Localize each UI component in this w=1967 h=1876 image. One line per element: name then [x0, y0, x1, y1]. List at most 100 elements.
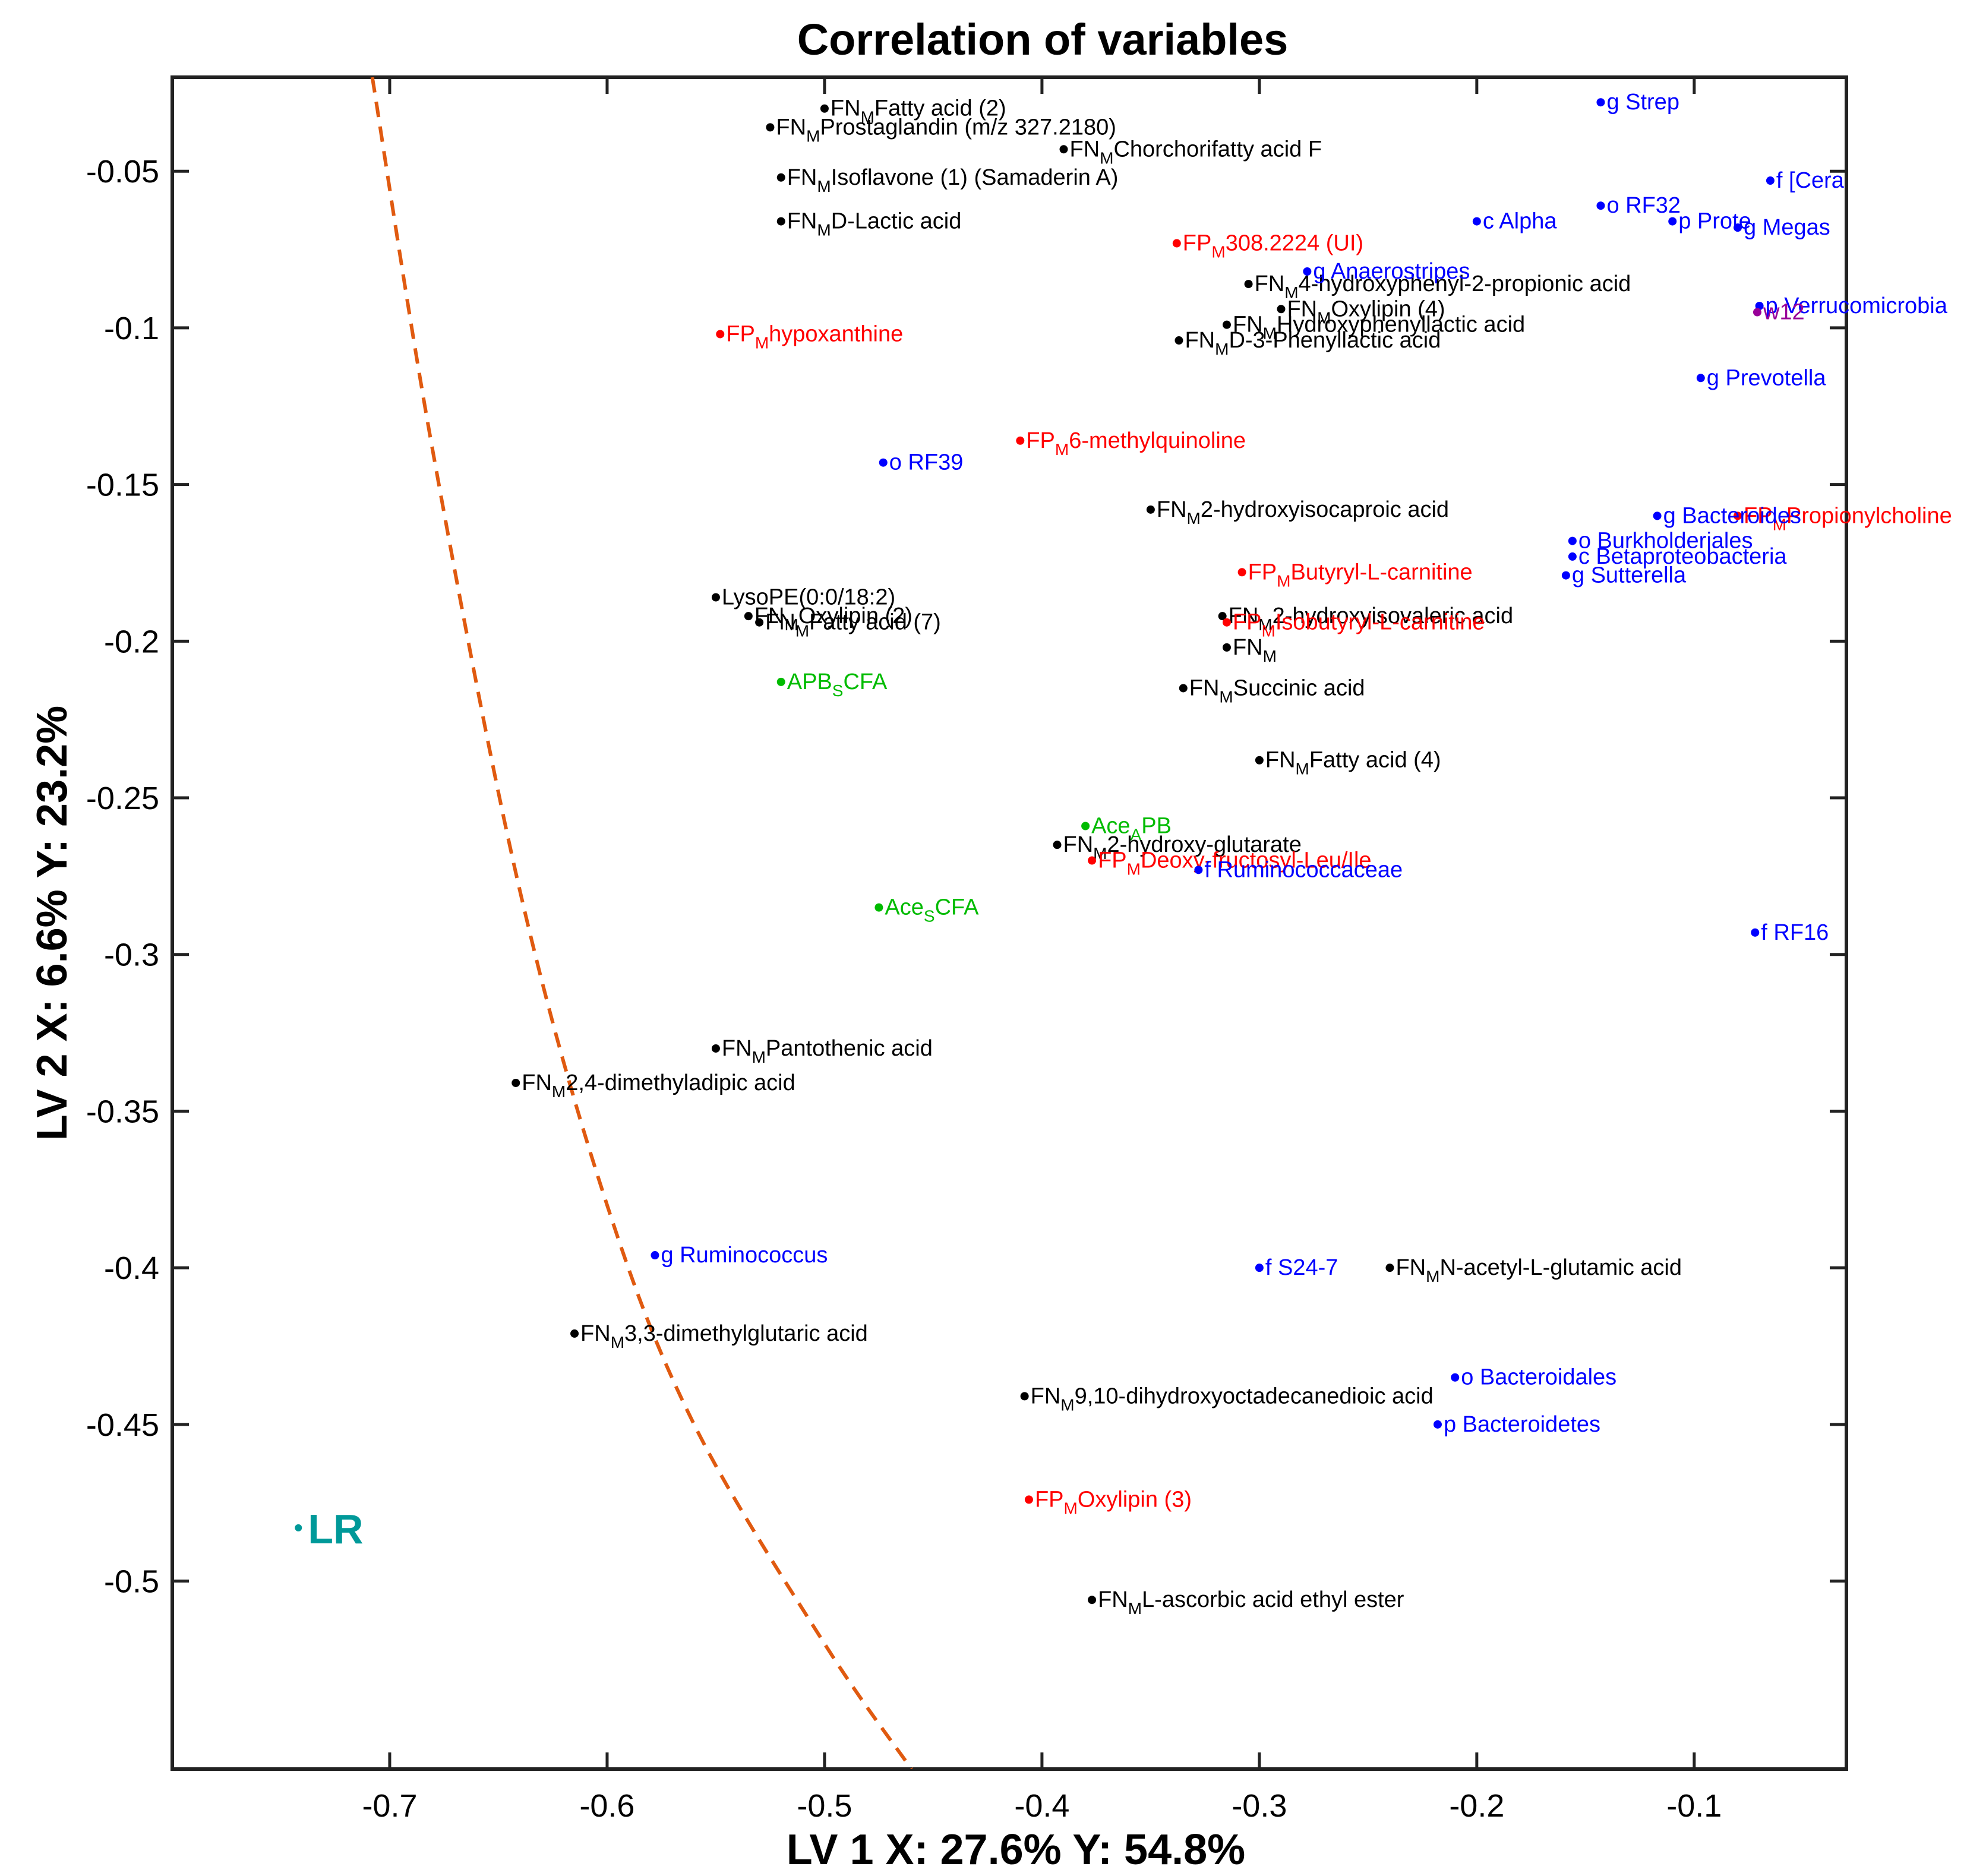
data-point: FNMD-Lactic acid — [776, 209, 961, 239]
y-tick-label: -0.5 — [104, 1564, 159, 1600]
point-marker — [711, 593, 720, 602]
point-label: FNM2-hydroxyisovaleric acid — [1229, 604, 1513, 634]
data-point: AceSCFA — [874, 895, 979, 926]
point-label: FNMFatty acid (7) — [765, 610, 941, 640]
point-label: FPMPropionylcholine — [1744, 503, 1952, 533]
point-marker — [1696, 374, 1705, 383]
data-point: o Bacteroidales — [1451, 1365, 1616, 1390]
point-label: FPMOxylipin (3) — [1035, 1487, 1192, 1517]
data-point: FNMFatty acid (2) — [820, 96, 1006, 127]
point-label: LysoPE(0:0/18:2) — [722, 585, 895, 609]
data-point: FPMPropionylcholine — [1734, 503, 1952, 533]
data-point: FNMOxylipin (4) — [1277, 296, 1445, 327]
point-label: f Ruminococcaceae — [1204, 857, 1403, 882]
point-marker — [716, 330, 725, 339]
data-point: g Sutterella — [1561, 563, 1687, 588]
data-point: p Bacteroidetes — [1433, 1412, 1600, 1437]
data-point: FPMButyryl-L-carnitine — [1237, 560, 1473, 590]
point-marker — [1088, 1596, 1097, 1605]
point-label: o Bacteroidales — [1461, 1365, 1616, 1390]
data-point: o RF32 — [1596, 193, 1681, 218]
x-tick-label: -0.3 — [1232, 1788, 1287, 1824]
point-marker — [1277, 305, 1286, 314]
point-label: AceAPB — [1091, 814, 1172, 844]
point-marker — [570, 1329, 579, 1338]
data-point: FNM9,10-dihydroxyoctadecanedioic acid — [1020, 1384, 1434, 1414]
data-point: FPMOxylipin (3) — [1024, 1487, 1192, 1517]
data-point: APBSCFA — [776, 669, 888, 700]
point-label: FNM — [1233, 635, 1277, 665]
point-label: p Verrucomicrobia — [1766, 293, 1948, 318]
data-point: p Verrucomicrobia — [1755, 293, 1948, 318]
point-marker — [776, 217, 785, 226]
data-point: FPMIsobutyryl-L-carnitine — [1222, 610, 1485, 640]
data-point: FNMChorchorifatty acid F — [1059, 137, 1322, 167]
data-point: FNMOxylipin (2) — [744, 604, 913, 634]
data-point: FNM2,4-dimethyladipic acid — [512, 1070, 795, 1101]
data-point: g Megas — [1734, 215, 1830, 240]
point-marker — [1451, 1373, 1460, 1382]
point-marker — [1088, 856, 1097, 865]
point-marker — [1255, 756, 1264, 765]
point-marker — [1174, 336, 1183, 345]
point-marker — [766, 123, 775, 132]
point-marker — [1172, 239, 1181, 248]
point-label: FNMPantothenic acid — [722, 1036, 933, 1066]
point-marker — [1653, 511, 1662, 520]
point-label: FNML-ascorbic acid ethyl ester — [1098, 1587, 1404, 1618]
point-label: g Anaerostripes — [1313, 259, 1470, 284]
point-label: APBSCFA — [787, 669, 888, 700]
data-point: FNM — [1222, 635, 1277, 665]
point-label: FNMOxylipin (4) — [1287, 296, 1445, 327]
data-point: g Anaerostripes — [1303, 259, 1470, 284]
point-label: FNMChorchorifatty acid F — [1069, 137, 1322, 167]
data-point: f [Cera — [1766, 168, 1845, 193]
point-marker — [1734, 511, 1742, 520]
y-tick-label: -0.25 — [86, 781, 159, 816]
point-marker — [1244, 280, 1253, 289]
data-point: f S24-7 — [1255, 1255, 1338, 1280]
point-marker — [1568, 536, 1577, 545]
point-marker — [1766, 176, 1775, 185]
point-label: FNMD-3-Phenyllactic acid — [1185, 328, 1441, 358]
x-tick-label: -0.6 — [579, 1788, 634, 1824]
data-point: FNM2-hydroxy-glutarate — [1053, 832, 1302, 863]
data-point: FNMPantothenic acid — [711, 1036, 933, 1066]
point-marker — [874, 903, 883, 912]
point-label: FNM3,3-dimethylglutaric acid — [580, 1321, 868, 1351]
y-tick-label: -0.3 — [104, 937, 159, 973]
point-label: FNMIsoflavone (1) (Samaderin A) — [787, 165, 1119, 195]
point-marker — [776, 677, 785, 686]
plot-frame — [171, 75, 1848, 1771]
point-marker — [1020, 1392, 1029, 1401]
data-point: g Prevotella — [1696, 365, 1826, 390]
data-point: FNML-ascorbic acid ethyl ester — [1088, 1587, 1404, 1618]
point-marker — [1668, 217, 1677, 226]
y-tick-label: -0.05 — [86, 154, 159, 190]
point-label: FNM2-hydroxyisocaproic acid — [1157, 497, 1449, 528]
data-point: FNMD-3-Phenyllactic acid — [1174, 328, 1441, 358]
x-tick-label: -0.1 — [1666, 1788, 1722, 1824]
point-label: FPMDeoxy-fructosyl-Leu/Ile — [1098, 848, 1371, 879]
data-point: o Burkholderiales — [1568, 529, 1753, 554]
point-label: g Megas — [1744, 215, 1830, 240]
point-label: FNM2-hydroxy-glutarate — [1063, 832, 1302, 863]
point-marker — [744, 612, 753, 621]
point-label: FNMProstaglandin (m/z 327.2180) — [776, 115, 1116, 145]
point-marker — [1751, 928, 1760, 937]
point-marker — [1218, 612, 1227, 621]
response-label: LR — [308, 1506, 363, 1552]
point-label: FPM308.2224 (UI) — [1183, 231, 1363, 261]
point-marker — [1734, 223, 1742, 232]
point-marker — [1472, 217, 1481, 226]
data-point: FNM2-hydroxyisovaleric acid — [1218, 604, 1513, 634]
data-point: FNM3,3-dimethylglutaric acid — [570, 1321, 868, 1351]
data-point: FPMhypoxanthine — [716, 321, 903, 352]
point-label: g Strep — [1606, 90, 1679, 115]
data-points: FNMFatty acid (2)FNMProstaglandin (m/z 3… — [295, 90, 1952, 1618]
data-point: FPM6-methylquinoline — [1016, 428, 1246, 459]
point-marker — [1081, 822, 1090, 830]
x-tick-label: -0.7 — [362, 1788, 417, 1824]
data-point: f RF16 — [1751, 920, 1829, 945]
point-label: o RF32 — [1606, 193, 1681, 218]
